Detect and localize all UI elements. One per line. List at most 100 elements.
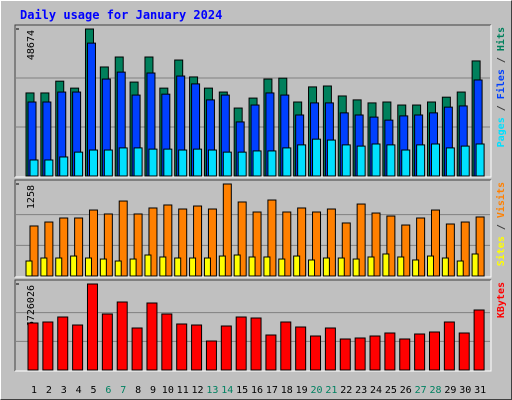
bar (310, 335, 322, 371)
bar (118, 200, 128, 277)
bar (263, 256, 271, 277)
bar (237, 151, 247, 177)
bar (430, 143, 440, 177)
bar (267, 199, 277, 277)
bar (148, 148, 158, 177)
bar (233, 254, 241, 277)
x-tick-label: 6 (105, 385, 111, 396)
bar (161, 313, 173, 371)
bar (218, 255, 226, 277)
bar (297, 144, 307, 177)
bar (163, 204, 173, 277)
x-tick-label: 21 (325, 385, 337, 396)
bar (99, 258, 107, 277)
legend: KBytes (496, 282, 507, 318)
bar (88, 209, 98, 277)
bar (27, 322, 39, 371)
bar (101, 313, 113, 371)
panel-shadow (14, 179, 491, 277)
bar (44, 221, 54, 277)
bar (193, 205, 203, 277)
bar (441, 257, 449, 277)
x-tick-label: 15 (236, 385, 248, 396)
x-tick-label: 17 (266, 385, 278, 396)
bar (131, 327, 143, 371)
bar (235, 316, 247, 371)
x-tick-label: 5 (90, 385, 96, 396)
bar (203, 257, 211, 277)
bar (341, 144, 351, 177)
bar (382, 253, 390, 277)
bar (205, 340, 217, 371)
legend: Sites / Visits (495, 182, 507, 266)
bar (473, 309, 485, 371)
bar (341, 222, 351, 277)
legend-entry: Files (495, 69, 507, 99)
x-tick-label: 9 (150, 385, 156, 396)
bar (280, 321, 292, 371)
bar (29, 159, 39, 177)
bar (475, 143, 485, 177)
x-tick-label: 31 (474, 385, 486, 396)
bar (354, 337, 366, 371)
bar (44, 159, 54, 177)
bar (148, 207, 158, 277)
bar (116, 301, 128, 371)
bar (412, 259, 420, 277)
bar (25, 260, 33, 277)
bar (29, 225, 39, 277)
x-tick-label: 24 (370, 385, 382, 396)
bar (207, 149, 217, 177)
bar (475, 216, 485, 277)
bar (86, 283, 98, 371)
legend: Pages / Files / Hits (495, 27, 507, 147)
x-tick-label: 14 (221, 385, 233, 396)
bar (443, 321, 455, 371)
bar (369, 335, 381, 371)
bar (178, 149, 188, 177)
bar (399, 338, 411, 371)
bar (386, 215, 396, 277)
bar (174, 257, 182, 277)
bar (118, 147, 128, 177)
bar (458, 332, 470, 371)
bar (59, 156, 69, 177)
x-tick-label: 1 (31, 385, 37, 396)
x-tick-label: 19 (296, 385, 308, 396)
x-tick-label: 22 (340, 385, 352, 396)
bar (133, 213, 143, 277)
bar (445, 147, 455, 177)
bar (460, 221, 470, 277)
bar (220, 325, 232, 371)
bar (282, 211, 292, 277)
x-tick-label: 26 (400, 385, 412, 396)
bar (267, 150, 277, 177)
bar (293, 255, 301, 277)
bar (308, 259, 316, 277)
bar (252, 211, 262, 277)
bar (84, 257, 92, 277)
bar (74, 217, 84, 277)
bar (352, 258, 360, 277)
y-tick-label: 6726026 (26, 285, 37, 327)
bar (189, 257, 197, 277)
bar (471, 253, 479, 277)
x-tick-label: 2 (46, 385, 52, 396)
y-tick-label: 48674 (26, 30, 37, 60)
bar (356, 145, 366, 177)
bar (88, 149, 98, 177)
bar (326, 208, 336, 277)
bar (146, 302, 158, 371)
bar (252, 150, 262, 177)
bar (248, 256, 256, 277)
bar (176, 323, 188, 371)
x-tick-label: 20 (311, 385, 323, 396)
chart-title: Daily usage for January 2024 (20, 8, 222, 22)
legend-entry: Sites (495, 236, 507, 266)
bar (371, 143, 381, 177)
bar (222, 183, 232, 277)
bar (416, 217, 426, 277)
x-tick-label: 23 (355, 385, 367, 396)
bar (367, 256, 375, 277)
